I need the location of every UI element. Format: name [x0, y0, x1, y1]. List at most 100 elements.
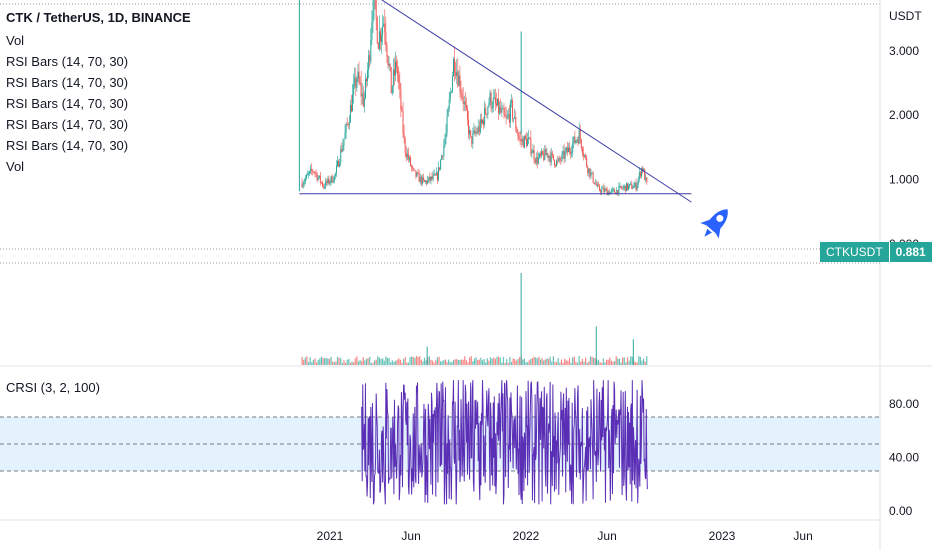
candle-body	[568, 147, 570, 152]
candle-body	[427, 179, 429, 184]
candle-body	[605, 189, 607, 190]
volume-bar	[583, 361, 585, 365]
candle-body	[347, 124, 349, 126]
candle-body	[335, 165, 337, 174]
candle-body	[327, 178, 329, 184]
volume-bar	[530, 359, 532, 365]
volume-bar	[536, 358, 538, 365]
candle-body	[366, 79, 368, 82]
volume-bar	[518, 357, 521, 365]
candle-body	[530, 138, 532, 154]
candle-body	[638, 172, 640, 179]
candle-body	[334, 173, 336, 176]
candle-body	[437, 167, 439, 181]
candle-body	[465, 104, 467, 109]
candle-body	[316, 173, 318, 181]
volume-bar	[643, 358, 645, 365]
candle-body	[622, 187, 624, 189]
volume-bar	[493, 357, 495, 365]
volume-bar	[396, 359, 398, 365]
volume-bar	[412, 357, 414, 365]
candle-body	[512, 100, 514, 119]
candle-body	[547, 153, 549, 158]
volume-bar	[564, 358, 566, 365]
candle-body	[488, 102, 490, 107]
volume-bar	[383, 360, 385, 365]
price-badge-symbol: CTKUSDT	[820, 242, 890, 262]
legend-rsi-bars-2[interactable]: RSI Bars (14, 70, 30)	[6, 75, 129, 90]
volume-bar	[344, 362, 347, 365]
candle-body	[391, 86, 393, 94]
candle-body	[560, 160, 562, 162]
volume-bar	[580, 361, 582, 365]
candle-body	[470, 130, 472, 137]
candle-body	[596, 184, 598, 186]
volume-bar	[615, 356, 617, 365]
candle-body	[559, 158, 561, 161]
legend-crsi[interactable]: CRSI (3, 2, 100)	[6, 380, 100, 395]
volume-bar	[353, 362, 355, 365]
volume-bar	[509, 356, 511, 365]
volume-bar	[325, 357, 327, 365]
volume-bar	[314, 358, 316, 365]
candle-body	[502, 108, 504, 110]
candle-body	[325, 181, 327, 188]
volume-bar	[436, 357, 438, 365]
candle-body	[635, 182, 637, 190]
legend-vol-2[interactable]: Vol	[6, 159, 25, 174]
candle-body	[542, 151, 544, 155]
volume-bar	[514, 359, 516, 365]
candle-body	[362, 93, 364, 107]
volume-bar	[361, 361, 363, 365]
candle-body	[333, 175, 335, 182]
volume-bar	[311, 362, 313, 365]
volume-bar	[328, 358, 331, 365]
volume-bar	[407, 362, 409, 365]
legend-rsi-bars-4[interactable]: RSI Bars (14, 70, 30)	[6, 117, 129, 132]
volume-bar	[415, 356, 418, 365]
volume-bar	[552, 356, 554, 365]
candle-body	[572, 143, 574, 153]
volume-bar	[541, 358, 543, 365]
symbol-title[interactable]: CTK / TetherUS, 1D, BINANCE	[6, 10, 191, 25]
candle-body	[401, 109, 403, 112]
candle-body	[312, 170, 314, 172]
candle-body	[518, 136, 520, 139]
legend-rsi-bars-3[interactable]: RSI Bars (14, 70, 30)	[6, 96, 129, 111]
volume-bar	[367, 358, 369, 365]
candle-body	[463, 101, 465, 104]
candle-body	[616, 190, 618, 195]
price-badge: CTKUSDT 0.881	[820, 242, 932, 262]
candle-body	[499, 107, 501, 114]
volume-bar	[348, 358, 350, 365]
volume-bar	[460, 359, 463, 365]
volume-spike	[426, 346, 428, 365]
volume-bar	[452, 360, 455, 365]
candle-body	[425, 181, 427, 182]
candle-body	[516, 129, 518, 134]
legend-vol-1[interactable]: Vol	[6, 33, 25, 48]
time-tick-label: Jun	[401, 529, 420, 543]
candle-body	[639, 172, 641, 177]
candle-body	[520, 139, 522, 142]
candle-body	[490, 92, 492, 109]
crsi-tick-label: 80.00	[889, 397, 919, 411]
candle-body	[390, 67, 392, 94]
candle-body	[370, 39, 372, 62]
candle-body	[449, 92, 451, 100]
volume-bar	[320, 356, 323, 365]
volume-bar	[614, 361, 616, 365]
candle-body	[403, 133, 405, 139]
candle-body	[557, 160, 559, 162]
legend-rsi-bars-5[interactable]: RSI Bars (14, 70, 30)	[6, 138, 129, 153]
volume-bar	[357, 361, 360, 365]
candle-body	[597, 184, 599, 187]
candle-body	[345, 123, 347, 133]
volume-bar	[307, 362, 310, 365]
candle-body	[313, 171, 315, 173]
candle-body	[498, 98, 500, 114]
candle-body	[440, 159, 442, 170]
legend-rsi-bars-1[interactable]: RSI Bars (14, 70, 30)	[6, 54, 129, 69]
volume-bar	[496, 356, 498, 365]
